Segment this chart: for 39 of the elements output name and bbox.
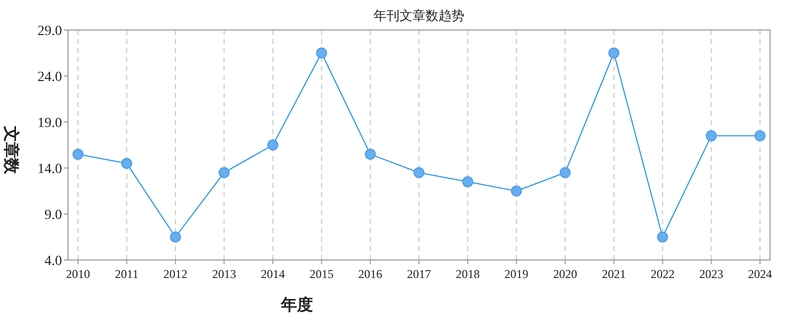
point	[121, 158, 132, 169]
point	[72, 148, 84, 160]
x-tick-label: 2016	[358, 267, 382, 281]
point	[754, 130, 766, 142]
y-tick-label: 4.0	[44, 254, 62, 269]
point	[414, 167, 424, 178]
x-tick-label: 2014	[260, 267, 285, 281]
x-axis-title: 年度	[280, 295, 313, 314]
point	[706, 130, 717, 142]
x-tick-label: 2012	[163, 267, 188, 281]
point	[560, 167, 571, 178]
point	[608, 48, 620, 58]
x-tick-label: 2018	[456, 267, 480, 281]
x-tick-label: 2017	[407, 267, 431, 281]
x-tick-label: 2015	[310, 267, 334, 281]
y-tick-label: 24.0	[38, 70, 62, 85]
x-tick-label: 2024	[748, 267, 772, 281]
y-tick-label: 14.0	[38, 162, 62, 177]
x-tick-label: 2011	[114, 267, 138, 281]
point	[170, 232, 181, 242]
x-tick-label: 2021	[602, 267, 626, 281]
x-tick-label: 2019	[504, 267, 528, 281]
point	[316, 48, 328, 58]
point	[364, 148, 376, 160]
y-tick-label: 9.0	[44, 208, 62, 223]
x-tick-label: 2020	[553, 267, 578, 281]
chart-title: 年刊文章数趋势	[374, 8, 464, 23]
point	[657, 232, 668, 242]
point	[510, 186, 522, 196]
y-tick-label: 19.0	[38, 116, 62, 131]
x-tick-label: 2023	[699, 267, 724, 281]
y-tick-label: 29.0	[38, 24, 62, 39]
point	[462, 176, 474, 188]
x-tick-label: 2013	[212, 267, 236, 281]
point	[218, 167, 230, 178]
y-axis-title: 文章数	[2, 125, 20, 175]
x-tick-label: 2010	[66, 267, 90, 281]
x-tick-label: 2022	[650, 267, 675, 281]
point	[267, 140, 278, 150]
